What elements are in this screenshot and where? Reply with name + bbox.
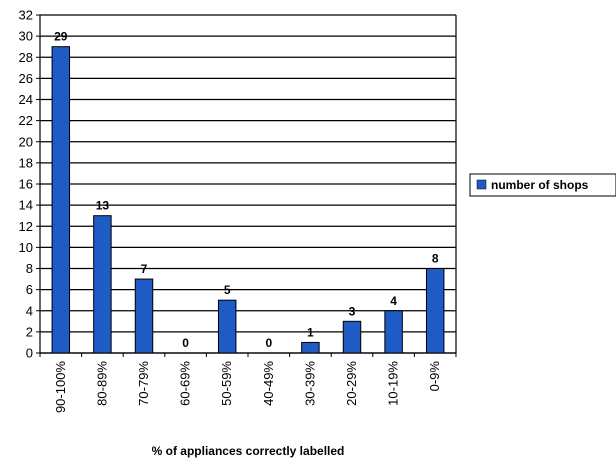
x-tick-label-20-29%: 20-29% [344, 361, 359, 406]
data-label-70-79%: 7 [141, 262, 148, 276]
data-label-60-69%: 0 [182, 336, 189, 350]
bar-20-29% [342, 320, 362, 354]
data-label-10-19%: 4 [390, 294, 397, 308]
x-tick-label-0-9%: 0-9% [427, 361, 442, 392]
bar-70-79% [134, 278, 154, 354]
bar-30-39% [301, 341, 320, 354]
bar-80-89% [93, 215, 112, 354]
legend-swatch [476, 179, 487, 190]
legend-label: number of shops [491, 178, 589, 192]
y-tick-label: 12 [19, 219, 33, 234]
y-tick-label: 28 [19, 50, 33, 65]
x-tick-label-40-49%: 40-49% [261, 361, 276, 406]
bars [51, 46, 445, 354]
y-tick-label: 30 [19, 29, 33, 44]
bar-0-9% [425, 268, 445, 354]
y-tick-label: 22 [19, 113, 33, 128]
y-tick-label: 2 [26, 324, 33, 339]
x-tick-label-70-79%: 70-79% [136, 361, 151, 406]
data-label-50-59%: 5 [224, 283, 231, 297]
bar-10-19% [384, 310, 403, 354]
y-tick-label: 6 [26, 282, 33, 297]
x-axis-title: % of appliances correctly labelled [152, 444, 345, 458]
y-tick-label: 16 [19, 177, 33, 192]
y-tick-label: 20 [19, 134, 33, 149]
y-tick-label: 8 [26, 261, 33, 276]
x-tick-label-30-39%: 30-39% [302, 361, 317, 406]
legend: number of shops [469, 173, 616, 197]
x-axis-ticks: 90-100% 80-89% 70-79% 60-69% 50-59% 40-49% 30-… [39, 353, 457, 413]
y-tick-label: 24 [19, 92, 33, 107]
data-label-80-89%: 13 [96, 199, 110, 213]
y-tick-label: 4 [26, 303, 33, 318]
y-tick-label: 10 [19, 240, 33, 255]
x-tick-label-80-89%: 80-89% [94, 361, 109, 406]
x-tick-label-10-19%: 10-19% [386, 361, 401, 406]
y-tick-label: 14 [19, 198, 33, 213]
data-label-30-39%: 1 [307, 325, 314, 339]
data-label-20-29%: 3 [349, 304, 356, 318]
bar-50-59% [217, 299, 237, 354]
data-label-0-9%: 8 [432, 252, 439, 266]
x-tick-label-50-59%: 50-59% [219, 361, 234, 406]
bar-90-100% [51, 46, 71, 354]
x-tick-label-60-69%: 60-69% [178, 361, 193, 406]
y-tick-label: 32 [19, 8, 33, 23]
legend-frame [469, 173, 616, 197]
y-tick-label: 18 [19, 155, 33, 170]
y-tick-label: 0 [26, 346, 33, 361]
x-tick-label-90-100%: 90-100% [53, 361, 68, 413]
data-label-40-49%: 0 [265, 336, 272, 350]
y-tick-label: 26 [19, 71, 33, 86]
data-label-90-100%: 29 [54, 30, 68, 44]
